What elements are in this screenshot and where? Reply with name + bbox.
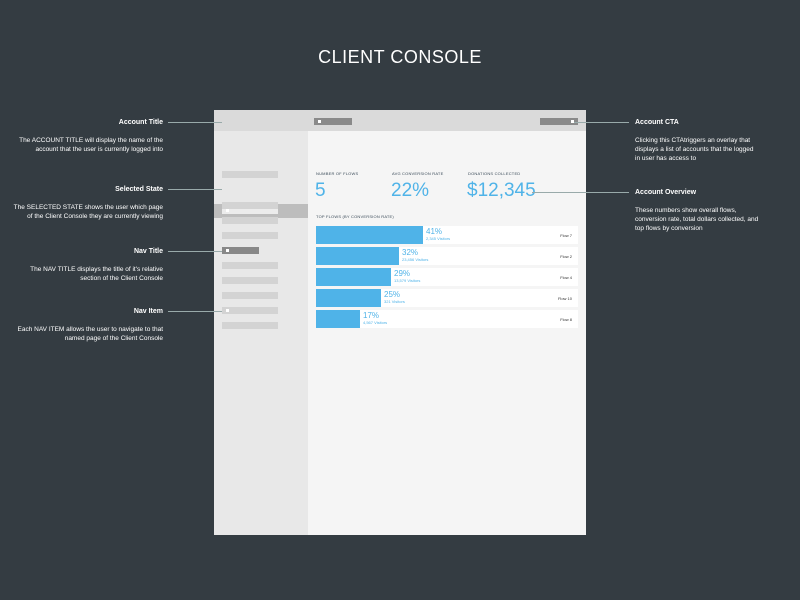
nav-item[interactable] <box>222 217 278 224</box>
flow-name: Flow 10 <box>557 296 572 301</box>
nav-item[interactable] <box>222 322 278 329</box>
flow-visitors: 4,567 Visitors <box>363 320 388 325</box>
stat-label: NUMBER OF FLOWS <box>316 171 359 176</box>
annotation-selected-state: Selected State The SELECTED STATE shows t… <box>13 186 163 220</box>
stat-value: $12,345 <box>467 180 536 201</box>
flow-row[interactable]: 41% 2,345 Visitors Flow 7 <box>316 226 578 244</box>
nav-item[interactable] <box>222 277 278 284</box>
flow-name: Flow 8 <box>560 317 572 322</box>
flow-bar <box>316 268 391 286</box>
nav-item[interactable] <box>222 262 278 269</box>
stat-value: 22% <box>391 180 430 201</box>
flow-row[interactable]: 29% 13,579 Visitors Flow 4 <box>316 268 578 286</box>
account-title <box>314 118 352 125</box>
stat-label: AVG CONVERSION RATE <box>392 171 444 176</box>
flow-bar <box>316 289 381 307</box>
flow-row[interactable]: 32% 23,456 Visitors Flow 2 <box>316 247 578 265</box>
header-bar <box>214 110 586 131</box>
annotation-account-cta: Account CTA Clicking this CTAtriggers an … <box>635 119 754 162</box>
stat-value: 5 <box>315 180 326 201</box>
annotation-account-overview: Account Overview These numbers show overa… <box>635 189 759 232</box>
nav-item[interactable] <box>222 171 278 178</box>
flow-visitors: 2,345 Visitors <box>426 236 451 241</box>
page-title: CLIENT CONSOLE <box>318 47 482 67</box>
flow-bar <box>316 247 399 265</box>
stat-label: DONATIONS COLLECTED <box>468 171 521 176</box>
nav-item[interactable] <box>222 307 278 314</box>
nav-item[interactable] <box>222 292 278 299</box>
flow-row[interactable]: 17% 4,567 Visitors Flow 8 <box>316 310 578 328</box>
flow-visitors: 23,456 Visitors <box>402 257 429 262</box>
annotation-account-title: Account Title The ACCOUNT TITLE will disp… <box>19 119 163 153</box>
nav-item[interactable] <box>222 232 278 239</box>
flow-percent: 17% <box>363 311 380 320</box>
flow-percent: 32% <box>402 248 419 257</box>
flow-percent: 25% <box>384 290 401 299</box>
flow-visitors: 321 Visitors <box>384 299 405 304</box>
client-console-wireframe: NUMBER OF FLOWS 5 AVG CONVERSION RATE 22… <box>214 110 586 535</box>
annotation-nav-title: Nav Title The NAV TITLE displays the titl… <box>30 248 163 282</box>
flow-name: Flow 7 <box>560 233 572 238</box>
flow-percent: 29% <box>394 269 411 278</box>
flow-bar <box>316 310 360 328</box>
nav-item[interactable] <box>222 202 278 209</box>
flow-bar <box>316 226 423 244</box>
flow-name: Flow 4 <box>560 275 572 280</box>
nav-title <box>222 247 259 254</box>
annotation-nav-item: Nav Item Each NAV ITEM allows the user to… <box>17 308 163 342</box>
account-cta-button[interactable] <box>540 118 578 125</box>
flow-visitors: 13,579 Visitors <box>394 278 421 283</box>
sidebar <box>214 131 308 535</box>
top-flows-label: TOP FLOWS (BY CONVERSION RATE) <box>316 214 394 219</box>
flow-name: Flow 2 <box>560 254 572 259</box>
flow-row[interactable]: 25% 321 Visitors Flow 10 <box>316 289 578 307</box>
flow-percent: 41% <box>426 227 443 236</box>
